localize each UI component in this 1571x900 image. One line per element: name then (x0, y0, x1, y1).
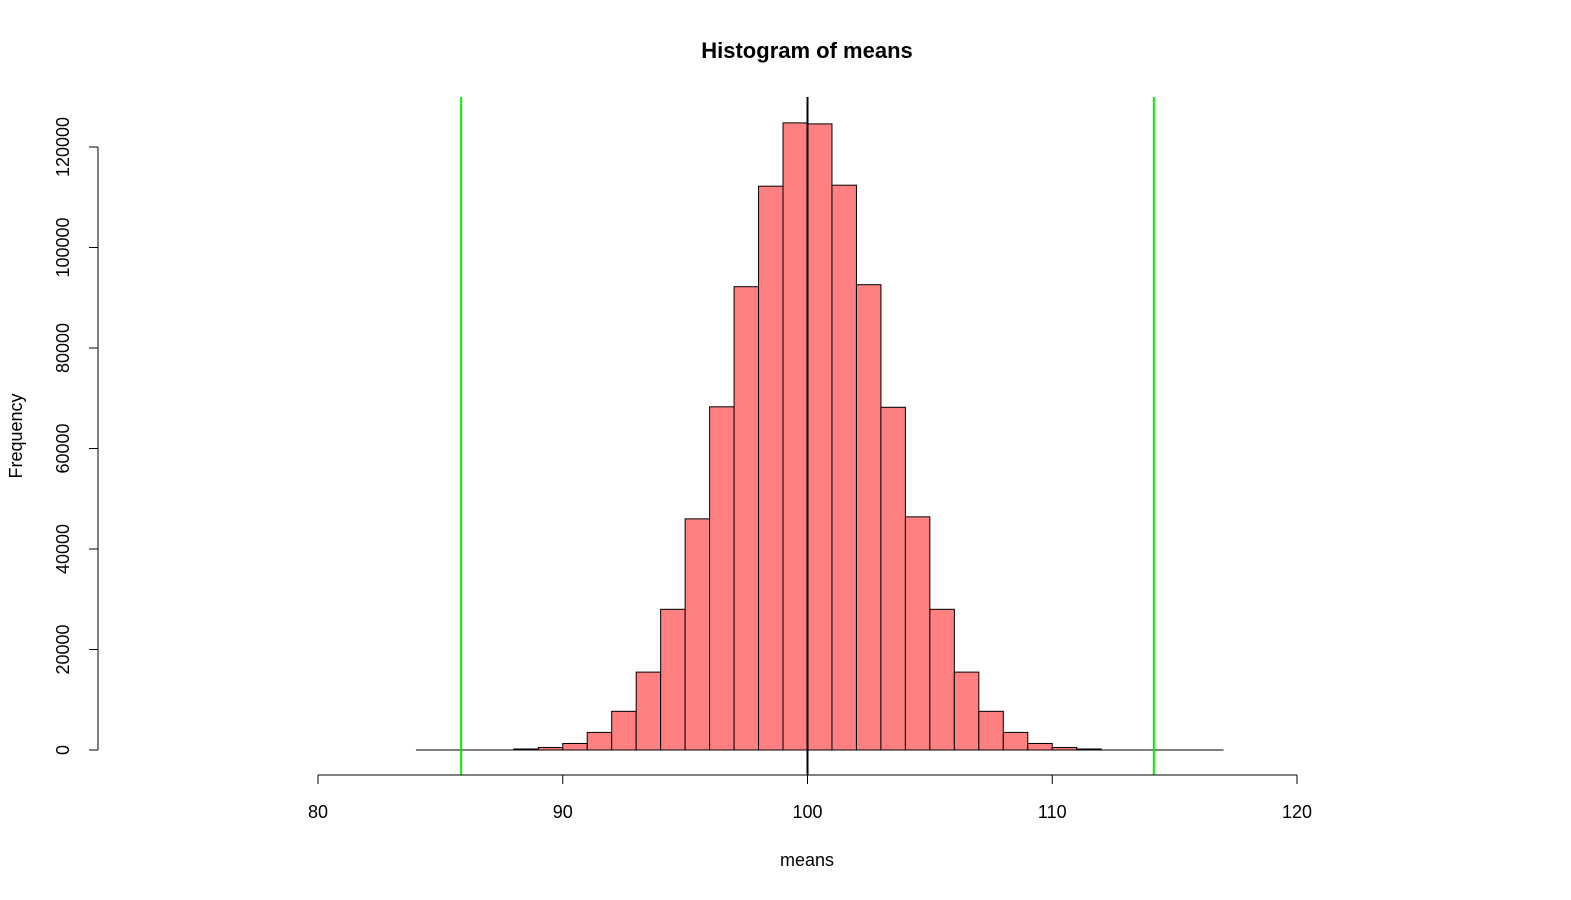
chart-title: Histogram of means (701, 38, 913, 63)
histogram-bar (635, 671, 662, 751)
y-axis-label: Frequency (6, 393, 26, 478)
histogram-bar (660, 608, 686, 751)
histogram-bar (1002, 731, 1029, 751)
x-tick-label: 90 (553, 802, 573, 822)
x-tick-label: 110 (1038, 802, 1067, 822)
y-tick-label: 0 (53, 745, 73, 755)
y-tick-label: 100000 (53, 217, 73, 277)
histogram-bar (1027, 742, 1053, 751)
histogram-bar (807, 123, 833, 751)
x-tick-label: 80 (308, 802, 328, 822)
y-tick-label: 40000 (53, 524, 73, 574)
y-tick-label: 80000 (53, 323, 73, 373)
x-tick-label: 100 (792, 802, 822, 822)
x-axis: 80 90 100 110 120 (308, 774, 1312, 822)
histogram-bar (953, 671, 980, 751)
histogram-bar (684, 518, 711, 751)
histogram-bar (978, 710, 1004, 751)
histogram-bar (929, 608, 955, 751)
bars-group (513, 122, 1102, 751)
histogram-bar (758, 185, 784, 751)
y-tick-label: 60000 (53, 423, 73, 473)
histogram-bar (709, 406, 735, 751)
histogram-bar (782, 122, 809, 751)
y-tick-label: 120000 (53, 117, 73, 177)
histogram-bar (880, 406, 906, 751)
x-tick-label: 120 (1282, 802, 1312, 822)
y-tick-label: 20000 (53, 624, 73, 674)
histogram-bar (733, 286, 760, 751)
histogram-bar (611, 710, 637, 751)
y-axis: 0 20000 40000 60000 80000 100000 120000 (53, 117, 99, 755)
reference-lines-group (460, 97, 1155, 775)
histogram-bar (855, 284, 882, 751)
histogram-bar (562, 742, 588, 751)
histogram-bar (904, 516, 931, 751)
x-axis-label: means (780, 850, 834, 870)
histogram-bar (831, 184, 857, 751)
histogram-bar (586, 731, 613, 751)
